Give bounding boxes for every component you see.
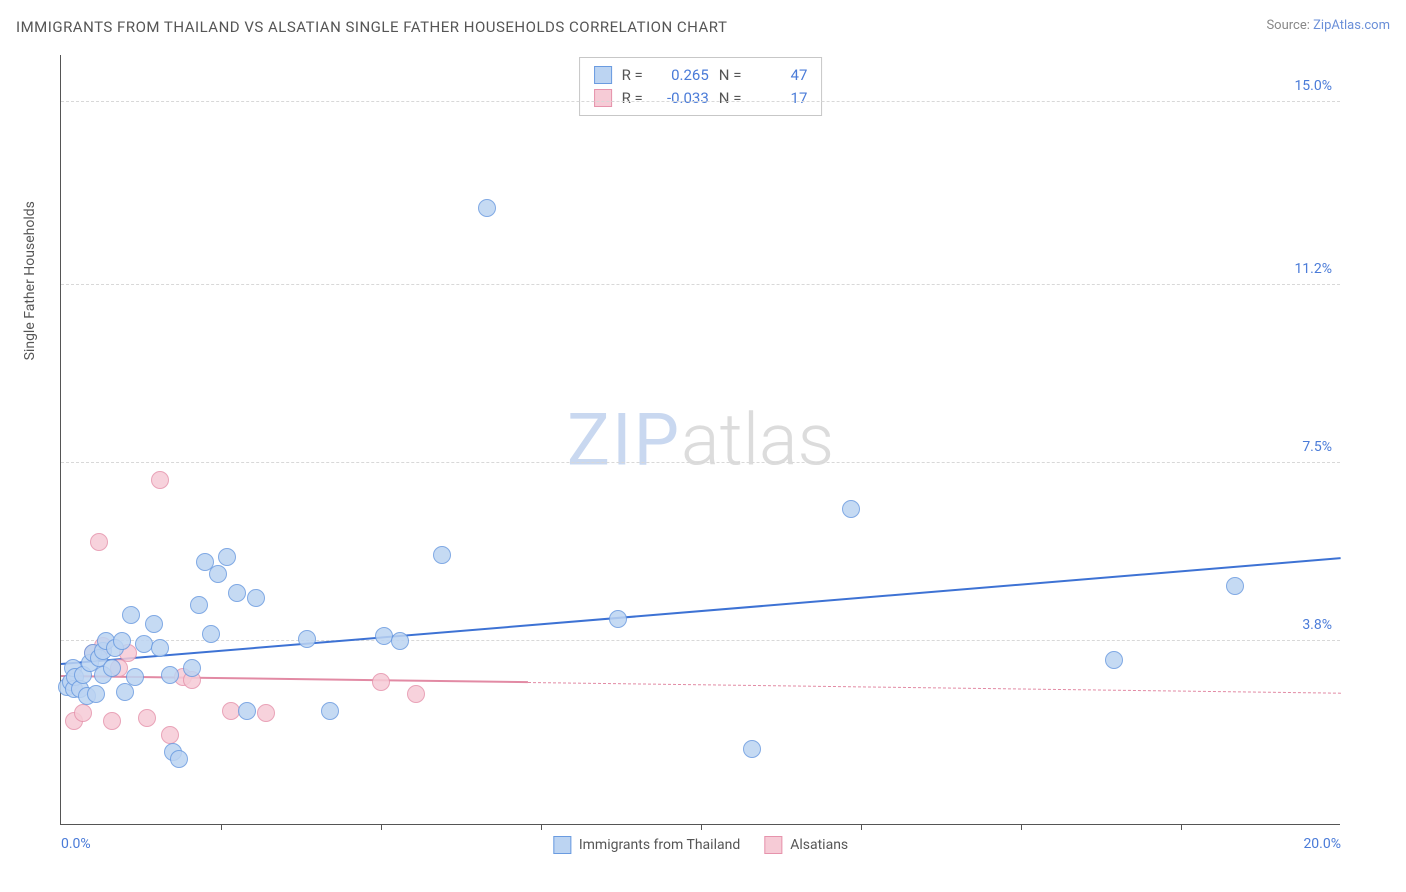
gridline xyxy=(61,284,1340,285)
data-point-thailand xyxy=(391,632,409,650)
x-tick xyxy=(221,824,222,830)
data-point-thailand xyxy=(1105,651,1123,669)
watermark-zip: ZIP xyxy=(567,398,681,483)
data-point-thailand xyxy=(190,596,208,614)
legend-label: Alsatians xyxy=(790,837,848,853)
data-point-alsatians xyxy=(407,685,425,703)
y-tick-label: 3.8% xyxy=(1302,617,1332,633)
chart-header: IMMIGRANTS FROM THAILAND VS ALSATIAN SIN… xyxy=(16,18,1390,36)
x-tick xyxy=(381,824,382,830)
data-point-thailand xyxy=(1226,577,1244,595)
r-value: 0.265 xyxy=(653,64,709,87)
data-point-thailand xyxy=(321,702,339,720)
series-legend: Immigrants from Thailand Alsatians xyxy=(553,836,848,854)
y-tick-label: 15.0% xyxy=(1294,78,1332,94)
legend-swatch xyxy=(594,66,612,84)
y-axis-label: Single Father Households xyxy=(22,201,38,360)
data-point-thailand xyxy=(433,546,451,564)
legend-swatch xyxy=(764,836,782,854)
trend-line xyxy=(528,682,1341,694)
x-tick-label: 20.0% xyxy=(1303,836,1341,852)
data-point-thailand xyxy=(170,750,188,768)
data-point-thailand xyxy=(87,685,105,703)
data-point-thailand xyxy=(151,639,169,657)
stats-row-alsatians: R = -0.033 N = 17 xyxy=(594,87,808,110)
data-point-alsatians xyxy=(74,704,92,722)
data-point-thailand xyxy=(609,610,627,628)
data-point-thailand xyxy=(103,659,121,677)
data-point-alsatians xyxy=(151,471,169,489)
data-point-thailand xyxy=(126,668,144,686)
data-point-thailand xyxy=(228,584,246,602)
data-point-alsatians xyxy=(257,704,275,722)
data-point-thailand xyxy=(478,199,496,217)
x-tick xyxy=(1181,824,1182,830)
x-tick xyxy=(541,824,542,830)
data-point-thailand xyxy=(183,659,201,677)
watermark-atlas: atlas xyxy=(681,398,834,483)
n-label: N = xyxy=(719,87,742,110)
stats-row-thailand: R = 0.265 N = 47 xyxy=(594,64,808,87)
data-point-thailand xyxy=(298,630,316,648)
data-point-alsatians xyxy=(90,533,108,551)
n-value: 47 xyxy=(751,64,807,87)
legend-item-alsatians: Alsatians xyxy=(764,836,848,854)
data-point-thailand xyxy=(842,500,860,518)
r-label: R = xyxy=(622,87,643,110)
trend-line xyxy=(61,557,1341,665)
chart-source: Source: ZipAtlas.com xyxy=(1266,18,1390,33)
data-point-thailand xyxy=(145,615,163,633)
legend-item-thailand: Immigrants from Thailand xyxy=(553,836,740,854)
x-tick xyxy=(1021,824,1022,830)
data-point-thailand xyxy=(122,606,140,624)
legend-label: Immigrants from Thailand xyxy=(579,837,740,853)
gridline xyxy=(61,462,1340,463)
y-tick-label: 7.5% xyxy=(1302,439,1332,455)
n-value: 17 xyxy=(751,87,807,110)
x-tick xyxy=(861,824,862,830)
data-point-thailand xyxy=(238,702,256,720)
r-label: R = xyxy=(622,64,643,87)
data-point-alsatians xyxy=(103,712,121,730)
x-tick-label: 0.0% xyxy=(61,836,91,852)
legend-swatch xyxy=(553,836,571,854)
source-link[interactable]: ZipAtlas.com xyxy=(1313,18,1390,33)
stats-legend: R = 0.265 N = 47 R = -0.033 N = 17 xyxy=(579,57,823,116)
data-point-thailand xyxy=(218,548,236,566)
data-point-thailand xyxy=(113,632,131,650)
data-point-thailand xyxy=(247,589,265,607)
data-point-thailand xyxy=(161,666,179,684)
x-tick xyxy=(701,824,702,830)
chart-title: IMMIGRANTS FROM THAILAND VS ALSATIAN SIN… xyxy=(16,18,727,36)
gridline xyxy=(61,640,1340,641)
r-value: -0.033 xyxy=(653,87,709,110)
watermark: ZIPatlas xyxy=(567,398,834,483)
data-point-thailand xyxy=(202,625,220,643)
data-point-alsatians xyxy=(161,726,179,744)
data-point-alsatians xyxy=(138,709,156,727)
legend-swatch xyxy=(594,89,612,107)
gridline xyxy=(61,101,1340,102)
data-point-thailand xyxy=(209,565,227,583)
source-label: Source: xyxy=(1266,18,1309,33)
data-point-thailand xyxy=(743,740,761,758)
y-tick-label: 11.2% xyxy=(1294,261,1332,277)
data-point-alsatians xyxy=(372,673,390,691)
scatter-plot-area: ZIPatlas R =0.265N =47R =-0.033N =17 Imm… xyxy=(60,55,1340,825)
n-label: N = xyxy=(719,64,742,87)
